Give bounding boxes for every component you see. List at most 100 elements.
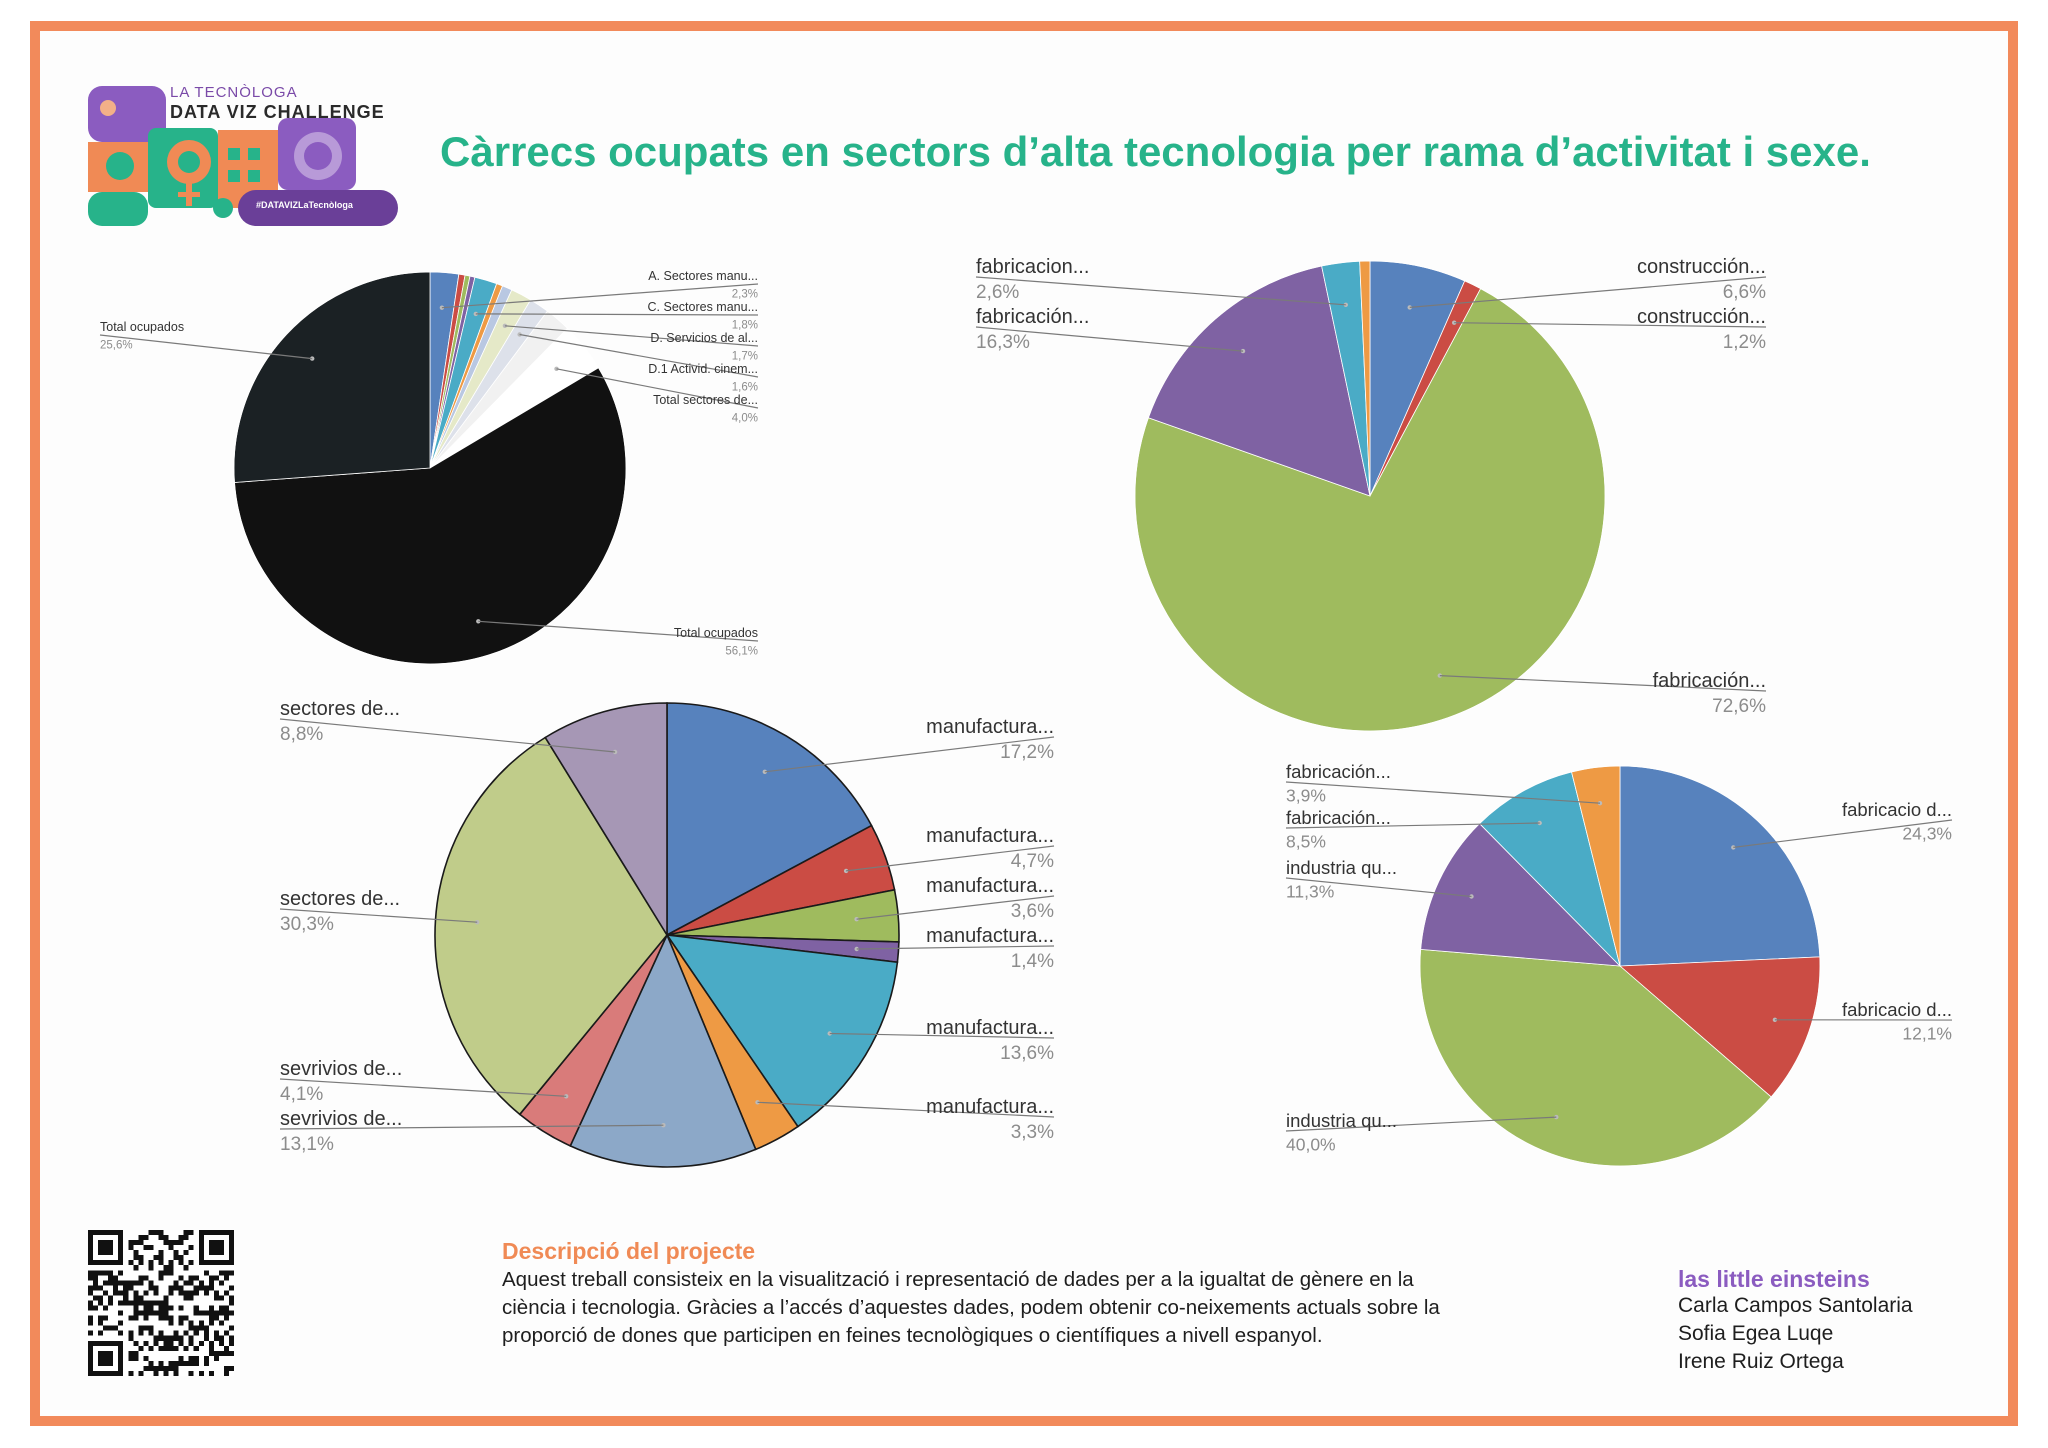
leader-line	[975, 276, 1346, 306]
pie-rim	[233, 271, 627, 665]
pie-chart-1: A. Sectores manu... 2,3%C. Sectores manu.…	[99, 269, 759, 665]
slice-label: industria qu...	[1286, 1110, 1397, 1131]
leader-line	[504, 325, 759, 347]
slice-percent: 4,7%	[1011, 851, 1054, 872]
slice-percent: 16,3%	[976, 332, 1030, 353]
slice-label: A. Sectores manu...	[648, 269, 758, 283]
slice-percent: 1,4%	[1011, 951, 1054, 972]
leader-line	[279, 908, 478, 923]
slice-label: fabricación...	[976, 306, 1089, 328]
qr-code	[88, 1230, 234, 1376]
team-name: las little einsteins	[1678, 1266, 1870, 1292]
slice-label: sevrivios de...	[280, 1058, 402, 1080]
leader-line	[279, 1078, 567, 1097]
leader-line	[1285, 1116, 1557, 1132]
slice-label: manufactura...	[926, 825, 1054, 847]
slice-label: manufactura...	[926, 716, 1054, 738]
leader-line	[99, 334, 313, 360]
leader-line	[1285, 822, 1540, 829]
slice-label: construcción...	[1637, 306, 1766, 328]
logo-graphic	[88, 86, 398, 226]
leader-line	[478, 620, 759, 642]
leader-line	[1733, 819, 1953, 848]
slice-percent: 72,6%	[1712, 696, 1766, 717]
slice-percent: 2,3%	[732, 289, 758, 301]
pie-rim	[1419, 765, 1821, 1167]
slice-percent: 11,3%	[1286, 882, 1334, 902]
slice-label: construcción...	[1637, 256, 1766, 278]
slice-label: fabricación...	[1286, 761, 1391, 782]
leader-line	[975, 326, 1244, 352]
slice-label: fabricación...	[1286, 807, 1391, 828]
leader-line	[519, 333, 759, 378]
description-body: Aquest treball consisteix en la visualit…	[502, 1268, 1440, 1347]
pie-chart-2: construcción... 6,6% construcción... 1,2% fa…	[975, 256, 1767, 732]
slice-percent: 4,1%	[280, 1084, 323, 1105]
team-member: Irene Ruiz Ortega	[1678, 1350, 1844, 1373]
slice-label: Total sectores de...	[653, 393, 758, 407]
slice-label: Total ocupados	[100, 320, 184, 334]
leader-line	[829, 1032, 1055, 1039]
leader-line	[846, 845, 1055, 872]
slice-percent: 24,3%	[1902, 824, 1952, 844]
pie-slice	[233, 271, 431, 483]
slice-label: sevrivios de...	[280, 1108, 402, 1130]
leader-line	[441, 283, 759, 309]
slice-percent: 13,1%	[280, 1134, 334, 1155]
leader-line	[757, 1101, 1055, 1118]
challenge-logo: La Tecnòloga Data Viz Challenge #DATAVIZ…	[88, 78, 398, 232]
slice-percent: 2,6%	[976, 282, 1019, 303]
pie-slice	[544, 702, 668, 938]
slice-label: fabricacion...	[976, 256, 1089, 278]
slice-label: fabricacio d...	[1842, 999, 1952, 1020]
slice-label: fabricación...	[1653, 670, 1766, 692]
logo-hashtag: #DATAVIZLaTecnòloga	[256, 200, 353, 210]
leader-line	[279, 718, 616, 753]
slice-percent: 13,6%	[1000, 1043, 1054, 1064]
poster-frame	[30, 21, 2018, 1426]
slice-label: D.1 Activid. cinem...	[648, 362, 758, 376]
pie-slice	[665, 933, 899, 1128]
slice-percent: 1,6%	[732, 382, 758, 394]
team-member: Sofia Egea Luqe	[1678, 1322, 1834, 1345]
slice-label: D. Servicios de al...	[650, 331, 758, 345]
slice-label: manufactura...	[926, 925, 1054, 947]
leader-line	[475, 313, 759, 316]
leader-line	[1409, 276, 1767, 308]
leader-line	[1285, 781, 1601, 804]
leader-line	[1454, 322, 1767, 328]
slice-percent: 56,1%	[725, 646, 758, 658]
description-heading: Descripció del projecte	[502, 1238, 756, 1264]
slice-percent: 1,8%	[732, 320, 758, 332]
leader-dot	[439, 305, 445, 310]
pie-rim	[1134, 260, 1606, 732]
slice-percent: 8,5%	[1286, 832, 1326, 852]
slice-label: manufactura...	[926, 1096, 1054, 1118]
pie-slice	[569, 932, 757, 1168]
leader-line	[856, 895, 1055, 920]
slice-percent: 3,9%	[1286, 786, 1326, 806]
slice-percent: 3,3%	[1011, 1122, 1054, 1143]
leader-dot	[473, 311, 478, 317]
slice-label: industria qu...	[1286, 857, 1397, 878]
team-member: Carla Campos Santolaria	[1678, 1294, 1913, 1317]
pie-chart-3: manufactura... 17,2% manufactura... 4,7% man…	[279, 698, 1055, 1168]
leader-line	[1285, 877, 1472, 898]
slice-percent: 12,1%	[1902, 1024, 1952, 1044]
slice-percent: 40,0%	[1286, 1135, 1336, 1155]
slice-percent: 3,6%	[1011, 901, 1054, 922]
slice-label: manufactura...	[926, 1017, 1054, 1039]
leader-line	[556, 368, 759, 409]
pie-chart-4: fabricacio d... 24,3% fabricacio d... 12,1%…	[1285, 761, 1953, 1167]
logo-line2: Data Viz Challenge	[170, 102, 385, 122]
slice-percent: 30,3%	[280, 914, 334, 935]
slice-label: sectores de...	[280, 888, 400, 910]
page-title: Càrrecs ocupats en sectors d’alta tecnol…	[440, 128, 1871, 175]
slice-label: Total ocupados	[674, 626, 758, 640]
slice-percent: 1,7%	[732, 351, 758, 363]
slice-label: C. Sectores manu...	[648, 300, 758, 314]
slice-percent: 8,8%	[280, 724, 323, 745]
logo-line1: La Tecnòloga	[170, 84, 298, 101]
